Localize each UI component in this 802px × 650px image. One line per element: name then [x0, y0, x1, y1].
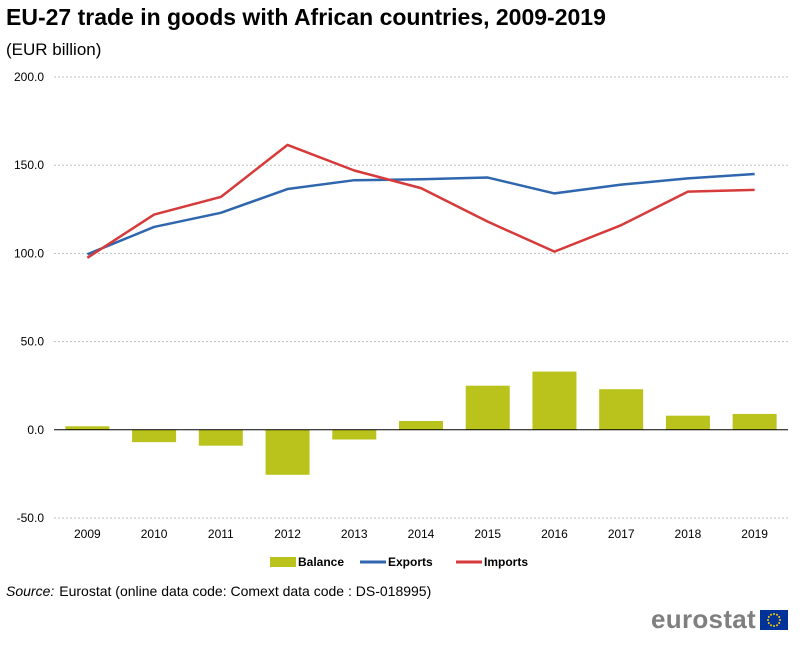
- legend-swatch-balance: [270, 557, 296, 567]
- chart-subtitle: (EUR billion): [6, 40, 102, 59]
- legend-label-exports: Exports: [388, 555, 433, 569]
- source-note: Source: Eurostat (online data code: Comex…: [6, 583, 431, 599]
- y-tick-label: 0.0: [27, 423, 44, 437]
- balance-bar: [65, 426, 110, 430]
- y-tick-label: 150.0: [14, 158, 44, 172]
- chart-title: EU-27 trade in goods with African countr…: [6, 4, 606, 30]
- x-axis-ticks: 2009 2010 2011 2012 2013 2014 2015 2016 2017 2018…: [74, 527, 768, 541]
- grid-lines: [54, 76, 788, 519]
- balance-bar: [465, 385, 510, 430]
- legend-label-balance: Balance: [298, 555, 344, 569]
- chart: 200.0 150.0 100.0 50.0 0.0 -50.0 2009 2010 2011…: [14, 70, 788, 569]
- y-tick-label: 50.0: [21, 335, 45, 349]
- imports-line: [86, 143, 755, 259]
- lines: [86, 143, 755, 259]
- x-tick-label: 2014: [408, 527, 435, 541]
- balance-bar: [732, 413, 777, 430]
- x-tick-label: 2016: [541, 527, 568, 541]
- x-tick-label: 2017: [608, 527, 635, 541]
- y-tick-label: -50.0: [17, 511, 45, 525]
- y-tick-label: 200.0: [14, 70, 44, 84]
- balance-bar: [332, 429, 377, 440]
- x-tick-label: 2011: [208, 527, 234, 541]
- x-tick-label: 2013: [341, 527, 368, 541]
- legend: Balance Exports Imports: [270, 555, 528, 569]
- logo-wordmark: eurostat: [651, 604, 756, 634]
- balance-bar: [399, 420, 443, 430]
- balance-bar: [265, 429, 310, 475]
- exports-line: [86, 172, 755, 256]
- source-text: Eurostat (online data code: Comext data …: [59, 583, 432, 599]
- eu-flag-icon: [760, 609, 788, 630]
- x-tick-label: 2015: [474, 527, 501, 541]
- y-tick-label: 100.0: [14, 246, 44, 260]
- legend-label-imports: Imports: [484, 555, 528, 569]
- x-tick-label: 2012: [274, 527, 301, 541]
- source-label: Source:: [6, 583, 55, 599]
- x-tick-label: 2010: [141, 527, 168, 541]
- eurostat-logo: eurostat: [651, 604, 788, 635]
- y-axis-ticks: 200.0 150.0 100.0 50.0 0.0 -50.0: [14, 70, 44, 525]
- x-tick-label: 2009: [74, 527, 101, 541]
- balance-bar: [198, 429, 243, 446]
- balance-bar: [132, 429, 177, 443]
- balance-bars: [65, 371, 777, 475]
- balance-bar: [665, 415, 710, 430]
- balance-bar: [599, 389, 644, 430]
- x-tick-label: 2018: [675, 527, 702, 541]
- balance-bar: [532, 371, 577, 430]
- x-tick-label: 2019: [741, 527, 768, 541]
